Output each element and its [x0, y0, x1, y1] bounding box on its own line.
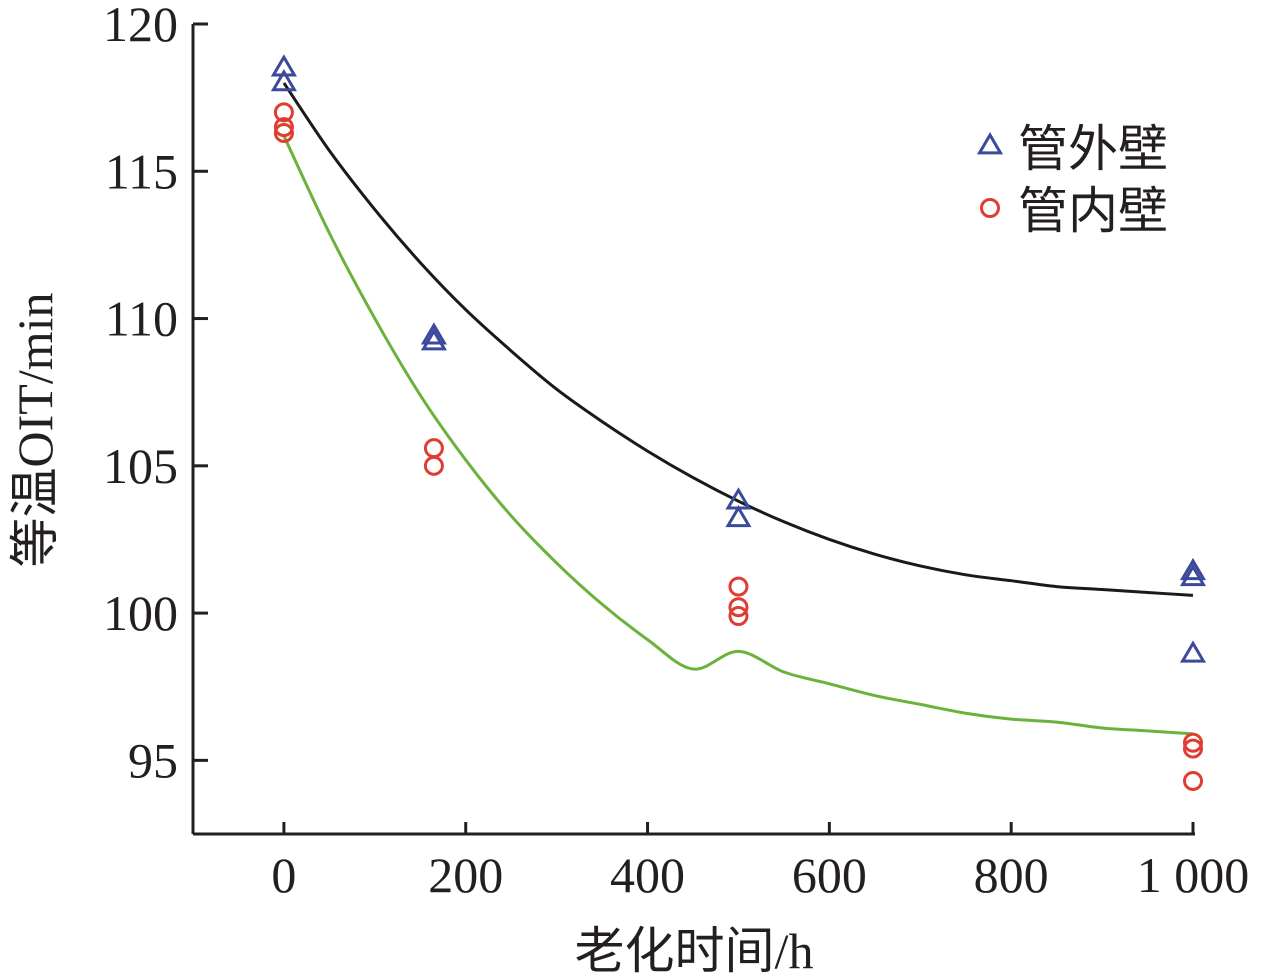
y-ticks: 95 100 105 110 115 120	[103, 0, 208, 788]
triangle-marker	[1179, 640, 1207, 663]
circle-marker	[728, 597, 749, 618]
circle-marker	[728, 576, 749, 597]
circle-marker	[273, 102, 294, 123]
circle-marker	[1183, 770, 1203, 791]
circle-marker	[423, 438, 444, 459]
legend-label: 管外壁	[1018, 121, 1168, 177]
legend-circle-icon	[980, 198, 1000, 218]
circle-marker	[273, 117, 294, 138]
x-tick-label: 800	[974, 847, 1049, 903]
fit-curve	[282, 82, 1194, 597]
circle-marker	[728, 606, 749, 627]
x-tick-label: 400	[610, 847, 685, 903]
x-axis-title: 老化时间/h	[575, 923, 814, 978]
data-markers	[270, 54, 1207, 791]
triangle-marker	[270, 54, 297, 77]
fit-curve	[282, 135, 1194, 736]
legend-label: 管内壁	[1018, 183, 1168, 239]
triangle-marker	[1179, 563, 1207, 587]
x-tick-label: 1 000	[1137, 847, 1250, 903]
y-tick-label: 115	[105, 143, 178, 199]
y-tick-label: 105	[103, 438, 178, 494]
triangle-marker	[1179, 557, 1207, 581]
legend-triangle-icon	[976, 132, 1004, 155]
y-tick-label: 120	[103, 0, 178, 52]
circle-marker	[1183, 732, 1203, 753]
y-tick-label: 100	[103, 585, 178, 641]
triangle-marker	[420, 328, 447, 351]
fit-curves	[282, 82, 1194, 736]
x-tick-label: 200	[428, 847, 503, 903]
circle-marker	[1183, 738, 1203, 759]
circle-marker	[273, 122, 294, 143]
y-axis-title: 等温OIT/min	[7, 293, 63, 568]
triangle-marker	[420, 322, 447, 345]
triangle-marker	[725, 504, 752, 528]
x-tick-label: 0	[271, 847, 296, 903]
triangle-marker	[270, 68, 297, 92]
circle-marker	[423, 455, 444, 476]
axes	[191, 24, 1195, 836]
y-tick-label: 95	[128, 732, 178, 788]
x-tick-label: 600	[792, 847, 867, 903]
x-ticks: 0 200 400 600 800 1 000	[271, 822, 1249, 903]
y-tick-label: 110	[105, 291, 178, 347]
